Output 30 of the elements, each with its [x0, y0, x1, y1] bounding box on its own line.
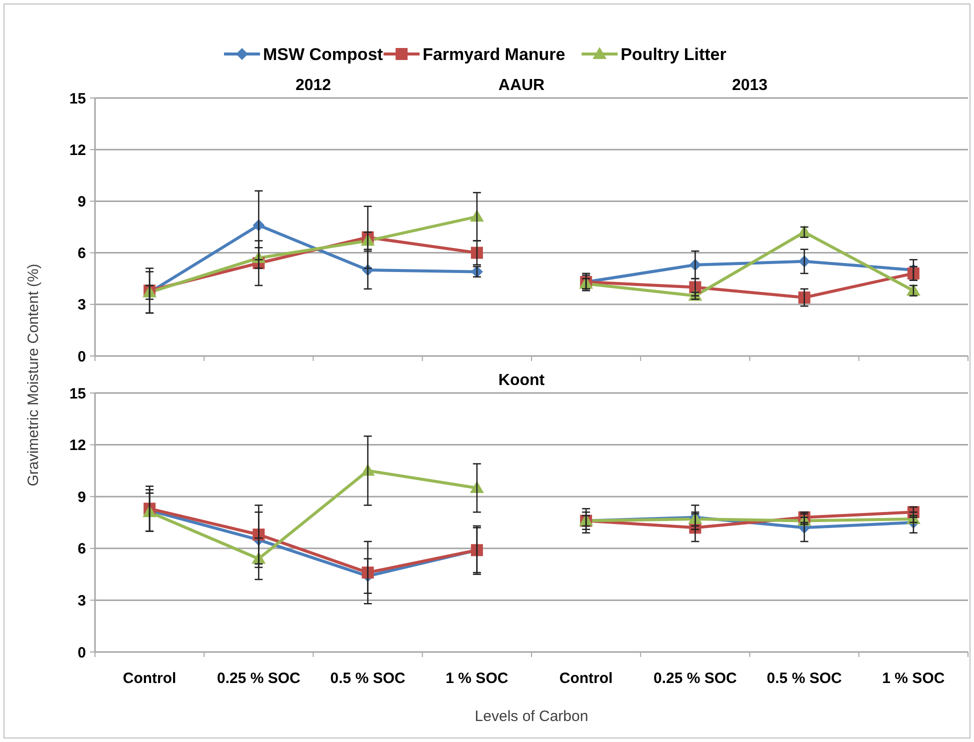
- chart-title: Koont: [498, 372, 546, 389]
- x-tick-label: 0.25 % SOC: [217, 670, 301, 687]
- y-tick-label: 3: [78, 296, 86, 314]
- chart-title: AAUR: [498, 77, 546, 94]
- y-tick-label: 6: [78, 540, 86, 558]
- y-tick-label: 6: [78, 245, 86, 262]
- y-axis-title: Gravimetric Moisture Content (%): [25, 264, 42, 486]
- x-tick-label: 0.5 % SOC: [766, 670, 842, 687]
- x-tick-label: 1 % SOC: [446, 670, 508, 687]
- y-tick-label: 9: [78, 193, 86, 210]
- legend-label: MSW Compost: [263, 44, 384, 64]
- legend-label: Poultry Litter: [620, 44, 727, 64]
- x-tick-label: 1 % SOC: [882, 670, 945, 687]
- y-tick-label: 12: [69, 142, 86, 159]
- y-tick-label: 0: [78, 348, 86, 366]
- x-tick-label: Control: [559, 670, 613, 687]
- y-tick-label: 0: [78, 644, 86, 662]
- x-tick-label: 0.25 % SOC: [654, 670, 738, 687]
- x-axis-title: Levels of Carbon: [474, 708, 588, 725]
- text: 2012: [295, 77, 332, 94]
- x-tick-label: 0.5 % SOC: [330, 670, 406, 687]
- y-tick-label: 12: [69, 437, 86, 454]
- y-tick-label: 9: [78, 488, 86, 506]
- y-tick-label: 15: [69, 90, 86, 108]
- y-tick-label: 15: [69, 385, 86, 402]
- legend-label: Farmyard Manure: [422, 44, 566, 64]
- text: 2013: [732, 77, 768, 94]
- y-tick-label: 3: [78, 592, 86, 610]
- x-tick-label: Control: [122, 670, 176, 687]
- point: [470, 246, 483, 259]
